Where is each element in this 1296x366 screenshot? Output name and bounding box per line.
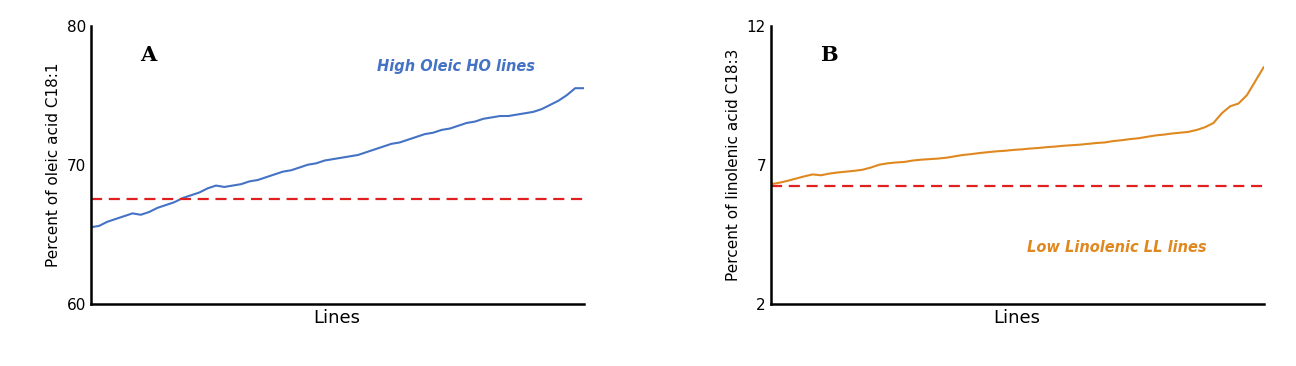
Text: High Oleic HO lines: High Oleic HO lines [377,59,534,74]
Text: A: A [140,45,157,65]
Text: B: B [820,45,837,65]
Text: Low Linolenic LL lines: Low Linolenic LL lines [1026,240,1207,255]
X-axis label: Lines: Lines [314,309,360,327]
Y-axis label: Percent of oleic acid C18:1: Percent of oleic acid C18:1 [45,63,61,267]
X-axis label: Lines: Lines [994,309,1041,327]
Y-axis label: Percent of linolenic acid C18:3: Percent of linolenic acid C18:3 [726,49,741,281]
